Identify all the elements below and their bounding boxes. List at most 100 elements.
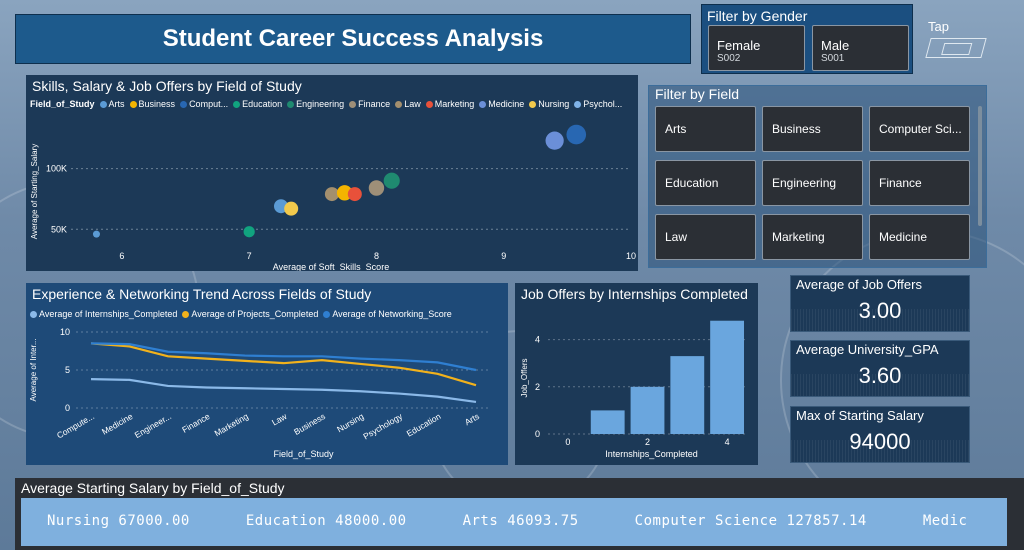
bar-plot: 0 2 4 0 2 4 Internships_Completed Job_Offers [520, 320, 747, 459]
field-tile-law[interactable]: Law [655, 214, 756, 260]
field-slicer-scrollbar[interactable] [978, 106, 982, 226]
legend-label: Business [138, 99, 176, 109]
legend-dot [395, 100, 403, 108]
scatter-legend-item: Psychol... [574, 99, 622, 109]
gender-slicer: Filter by Gender Female S002 Male S001 [701, 4, 913, 74]
line-legend-item: Average of Internships_Completed [30, 309, 177, 319]
scatter-xtick: 6 [119, 251, 124, 261]
line-xtick: Nursing [335, 411, 366, 434]
field-tile-computer-science[interactable]: Computer Sci... [869, 106, 970, 152]
legend-dot [574, 100, 582, 108]
kpi-value: 94000 [849, 429, 911, 454]
bar-chart-title: Job Offers by Internships Completed [521, 286, 748, 302]
bar-xtick: 4 [725, 437, 730, 447]
scatter-legend: Field_of_Study Arts Business Comput... Educ… [30, 99, 627, 109]
scatter-point[interactable] [243, 226, 255, 238]
legend-label: Finance [358, 99, 391, 109]
gender-tile-female[interactable]: Female S002 [708, 25, 805, 71]
line-xtick: Psychology [361, 411, 404, 442]
kpi-texture [791, 309, 969, 331]
line-xtick: Engineer... [133, 411, 173, 440]
ticker-item: Education 48000.00 [245, 513, 407, 529]
legend-label: Average of Internships_Completed [39, 309, 178, 319]
field-tile-arts[interactable]: Arts [655, 106, 756, 152]
bar[interactable] [630, 386, 665, 434]
legend-label: Education [242, 99, 283, 109]
scatter-xtick: 10 [626, 251, 636, 261]
ticker-strip: Nursing 67000.00 Education 48000.00 Arts… [21, 498, 1007, 546]
legend-label: Engineering [296, 99, 345, 109]
line-chart-title: Experience & Networking Trend Across Fie… [32, 286, 372, 302]
legend-label: Average of Projects_Completed [191, 309, 319, 319]
field-tile-business[interactable]: Business [762, 106, 863, 152]
kpi-value: 3.60 [858, 363, 902, 388]
line-ytick: 10 [60, 327, 70, 337]
field-tile-education[interactable]: Education [655, 160, 756, 206]
scatter-legend-item: Nursing [529, 99, 569, 109]
scatter-point[interactable] [566, 124, 587, 145]
legend-dot [233, 100, 241, 108]
scatter-point[interactable] [92, 230, 100, 238]
line-xtick: Arts [463, 411, 481, 427]
legend-dot [30, 310, 37, 318]
field-tile-medicine[interactable]: Medicine [869, 214, 970, 260]
bar-xtick: 2 [645, 437, 650, 447]
line-series[interactable] [90, 342, 477, 372]
scatter-legend-item: Finance [349, 99, 390, 109]
scatter-point[interactable] [347, 187, 362, 202]
line-ylabel: Average of Inter... [29, 338, 38, 401]
line-legend: Average of Internships_Completed Average … [30, 309, 457, 319]
scatter-legend-item: Business [129, 99, 176, 109]
tap-label: Tap [928, 19, 949, 34]
field-tile-engineering[interactable]: Engineering [762, 160, 863, 206]
kpi-card-university-gpa: Average University_GPA 3.60 [790, 340, 970, 397]
legend-label: Marketing [434, 99, 475, 109]
scatter-ylabel: Average of Starting_Salary [30, 144, 39, 239]
scatter-legend-item: Comput... [180, 99, 228, 109]
bar[interactable] [670, 356, 705, 434]
dashboard-title-box: Student Career Success Analysis [15, 14, 691, 64]
kpi-title: Average of Job Offers [796, 277, 922, 292]
line-xlabel: Field_of_Study [273, 449, 334, 459]
scatter-legend-item: Engineering [287, 99, 344, 109]
ticker-item: Arts 46093.75 [462, 513, 579, 529]
bar[interactable] [710, 320, 745, 434]
gender-tile-label: Female [717, 38, 761, 53]
scatter-legend-title: Field_of_Study [30, 99, 95, 109]
field-tile-marketing[interactable]: Marketing [762, 214, 863, 260]
scatter-legend-item: Law [395, 99, 421, 109]
scatter-ytick: 50K [51, 224, 67, 234]
tap-button[interactable] [925, 38, 987, 58]
dashboard-title: Student Career Success Analysis [162, 25, 544, 52]
gender-tile-male[interactable]: Male S001 [812, 25, 909, 71]
line-series[interactable] [90, 378, 477, 404]
legend-dot [323, 310, 331, 318]
scatter-point[interactable] [368, 180, 385, 196]
line-series[interactable] [90, 342, 477, 387]
scatter-point[interactable] [284, 201, 299, 216]
field-slicer-title: Filter by Field [655, 86, 740, 102]
bar[interactable] [590, 410, 625, 434]
scatter-xtick: 9 [501, 251, 506, 261]
legend-label: Law [404, 99, 421, 109]
bar-xlabel: Internships_Completed [605, 449, 698, 459]
legend-dot [479, 100, 487, 108]
scatter-chart-panel: Skills, Salary & Job Offers by Field of … [26, 75, 638, 271]
scatter-xtick: 8 [374, 251, 379, 261]
legend-label: Arts [108, 99, 125, 109]
field-tile-finance[interactable]: Finance [869, 160, 970, 206]
ticker-items: Nursing 67000.00 Education 48000.00 Arts… [47, 513, 967, 529]
scatter-legend-item: Marketing [425, 99, 475, 109]
scatter-legend-item: Medicine [479, 99, 524, 109]
legend-dot [180, 100, 188, 108]
scatter-point[interactable] [324, 187, 339, 202]
scatter-point[interactable] [545, 131, 564, 150]
gender-tile-code: S001 [821, 53, 845, 64]
line-xtick: Education [405, 411, 443, 439]
kpi-card-starting-salary: Max of Starting Salary 94000 [790, 406, 970, 463]
ticker-item: Computer Science 127857.14 [634, 513, 867, 529]
scatter-ytick: 100K [46, 164, 67, 174]
line-ytick: 0 [65, 403, 70, 413]
scatter-point[interactable] [383, 172, 400, 189]
kpi-texture [791, 374, 969, 396]
